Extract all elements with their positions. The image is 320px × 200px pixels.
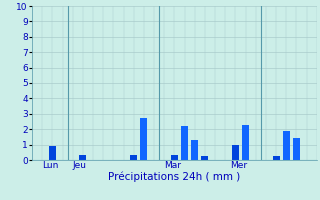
Bar — [191, 140, 198, 160]
Bar — [79, 155, 86, 160]
Bar — [242, 125, 249, 160]
Bar — [171, 155, 178, 160]
X-axis label: Précipitations 24h ( mm ): Précipitations 24h ( mm ) — [108, 172, 241, 182]
Bar — [273, 156, 280, 160]
Bar — [181, 126, 188, 160]
Bar — [293, 138, 300, 160]
Bar — [232, 145, 239, 160]
Bar — [140, 118, 148, 160]
Bar — [49, 146, 56, 160]
Bar — [201, 156, 208, 160]
Bar — [283, 131, 290, 160]
Bar — [130, 155, 137, 160]
